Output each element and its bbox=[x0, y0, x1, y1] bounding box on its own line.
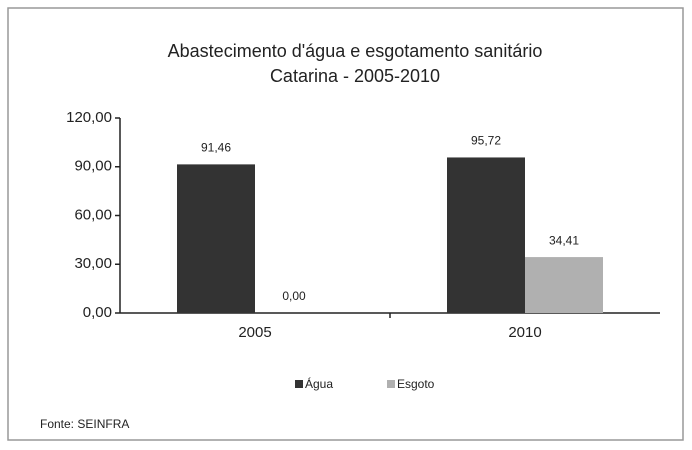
chart-subtitle: Catarina - 2005-2010 bbox=[270, 66, 440, 86]
x-tick-label: 2005 bbox=[238, 324, 271, 341]
chart-title: Abastecimento d'água e esgotamento sanit… bbox=[168, 41, 543, 61]
bar bbox=[177, 164, 255, 313]
y-tick-label: 60,00 bbox=[74, 206, 112, 223]
legend-swatch bbox=[387, 380, 395, 388]
value-label: 91,46 bbox=[201, 141, 231, 155]
y-tick-label: 90,00 bbox=[74, 158, 112, 175]
y-tick-label: 120,00 bbox=[66, 109, 112, 126]
chart-frame bbox=[7, 7, 684, 441]
value-label: 95,72 bbox=[471, 134, 501, 148]
bar bbox=[447, 157, 525, 313]
legend-label: Esgoto bbox=[397, 377, 435, 391]
legend-swatch bbox=[295, 380, 303, 388]
y-tick-label: 0,00 bbox=[83, 304, 112, 321]
bar bbox=[525, 257, 603, 313]
value-label: 0,00 bbox=[282, 289, 306, 303]
source: Fonte: SEINFRA bbox=[40, 417, 129, 431]
x-tick-label: 2010 bbox=[508, 324, 541, 341]
legend-label: Água bbox=[305, 376, 333, 391]
value-label: 34,41 bbox=[549, 233, 579, 247]
y-tick-label: 30,00 bbox=[74, 255, 112, 272]
